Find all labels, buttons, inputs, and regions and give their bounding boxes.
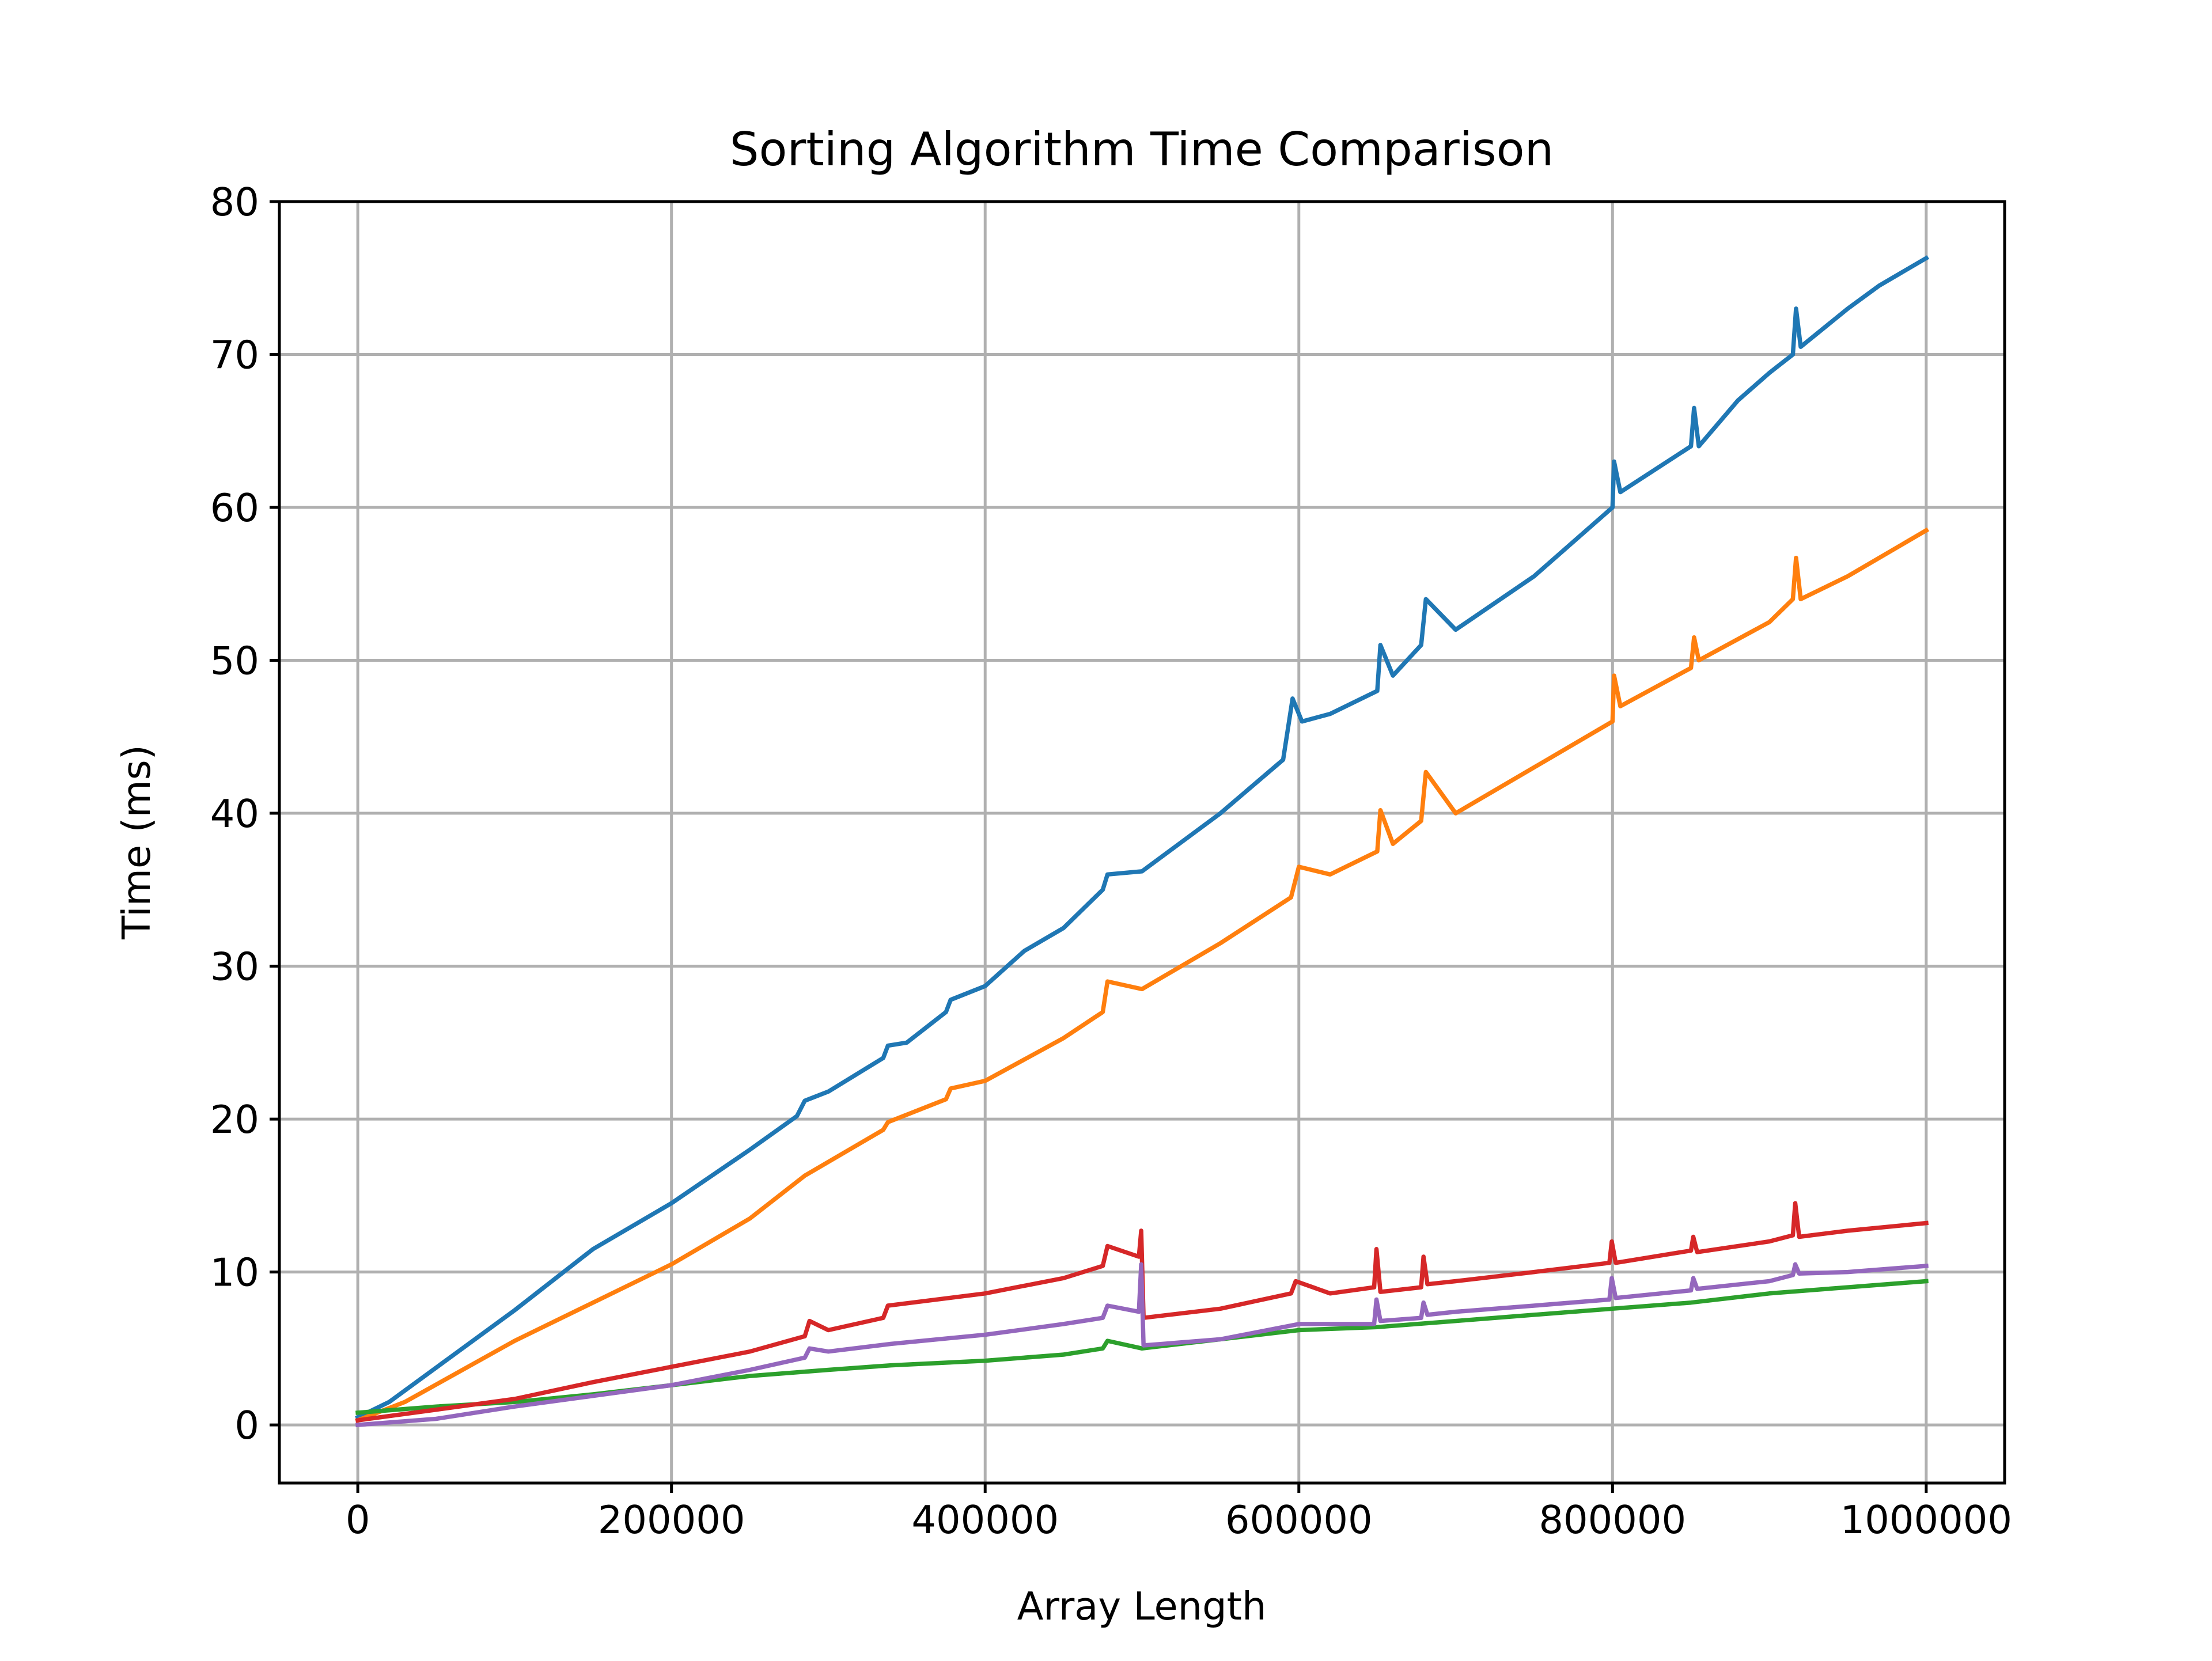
x-tick-label: 600000 <box>1225 1497 1373 1542</box>
x-tick-label: 200000 <box>598 1497 745 1542</box>
x-tick-label: 400000 <box>911 1497 1059 1542</box>
series-line-2 <box>355 527 1930 1423</box>
y-tick-label: 70 <box>210 333 259 378</box>
x-tick-label: 800000 <box>1539 1497 1686 1542</box>
y-tick-label: 40 <box>210 791 259 836</box>
y-tick-label: 10 <box>210 1250 259 1295</box>
series-line-1 <box>355 255 1930 1420</box>
x-tick-label: 1000000 <box>1840 1497 2012 1542</box>
y-axis-title: Time (ms) <box>114 745 159 940</box>
chart-title: Sorting Algorithm Time Comparison <box>730 123 1554 176</box>
x-tick-label: 0 <box>346 1497 370 1542</box>
series-layer <box>355 255 1930 1428</box>
series-line-4 <box>355 1201 1929 1423</box>
y-tick-label: 80 <box>210 180 259 225</box>
x-axis-title: Array Length <box>1017 1584 1267 1629</box>
y-tick-label: 50 <box>210 639 259 684</box>
y-tick-label: 20 <box>210 1097 259 1142</box>
axis-ticks: 0 200000 400000 600000 800000 1000000 0 10 20 30 4… <box>210 180 2012 1542</box>
y-tick-label: 60 <box>210 486 259 530</box>
plot-frame <box>278 200 2006 1485</box>
y-tick-label: 30 <box>210 945 259 989</box>
series-line-5 <box>355 1262 1929 1428</box>
y-tick-label: 0 <box>234 1403 259 1448</box>
